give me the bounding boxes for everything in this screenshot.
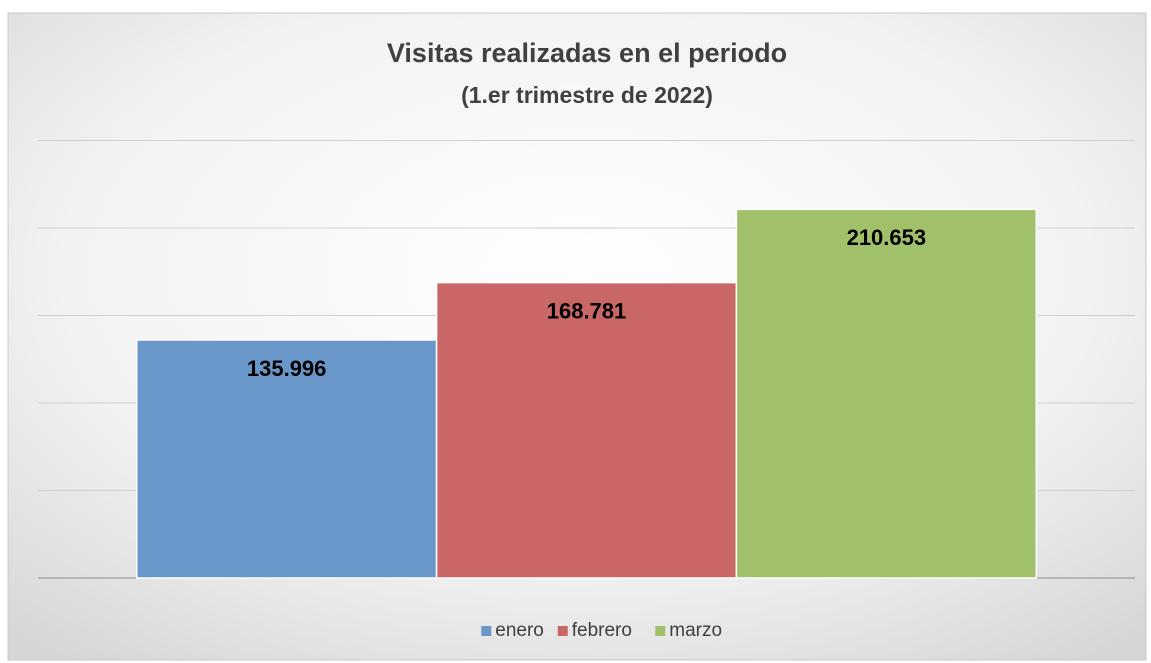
data-label: 135.996: [247, 356, 327, 381]
legend-label: febrero: [572, 620, 632, 641]
chart-title: Visitas realizadas en el periodo: [387, 38, 787, 68]
bar: [735, 208, 1038, 579]
data-label: 168.781: [547, 298, 627, 323]
legend-label: enero: [495, 620, 544, 641]
chart-subtitle: (1.er trimestre de 2022): [461, 82, 713, 108]
legend-label: marzo: [669, 620, 722, 641]
data-label: 210.653: [847, 225, 927, 250]
bar: [435, 281, 738, 579]
legend-swatch: [557, 626, 568, 636]
legend-swatch: [655, 626, 666, 636]
legend-swatch: [481, 626, 492, 636]
